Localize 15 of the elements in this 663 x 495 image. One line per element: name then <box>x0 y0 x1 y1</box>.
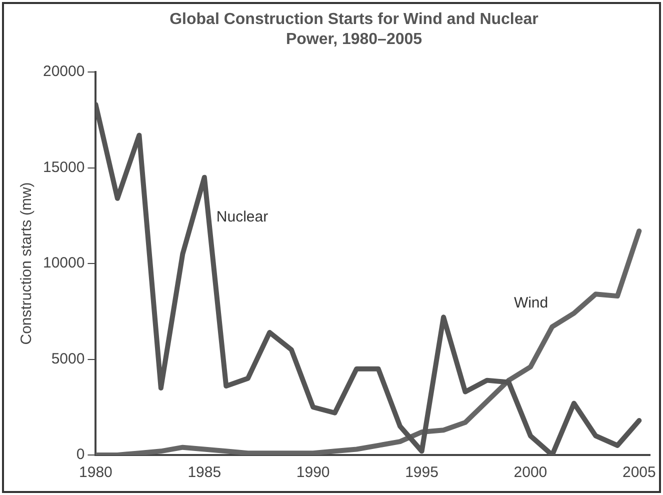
y-tick-label: 15000 <box>42 158 85 176</box>
chart-title: Global Construction Starts for Wind and Nuclear Power, 1980–2005 <box>168 10 540 50</box>
series-label: Wind <box>514 294 548 312</box>
x-tick-label: 1985 <box>188 464 222 482</box>
y-tick-label: 0 <box>76 446 85 464</box>
y-axis-title: Construction starts (mw) <box>18 182 36 345</box>
x-tick-label: 1980 <box>79 464 112 482</box>
y-tick-label: 10000 <box>42 254 85 272</box>
x-tick-label: 2000 <box>514 464 548 482</box>
y-tick-label: 5000 <box>51 350 85 368</box>
series-label: Nuclear <box>216 208 268 226</box>
x-tick-label: 1995 <box>405 464 438 482</box>
x-tick-label: 2005 <box>622 464 656 482</box>
y-tick-label: 20000 <box>42 63 85 80</box>
x-tick-label: 1990 <box>296 464 330 482</box>
